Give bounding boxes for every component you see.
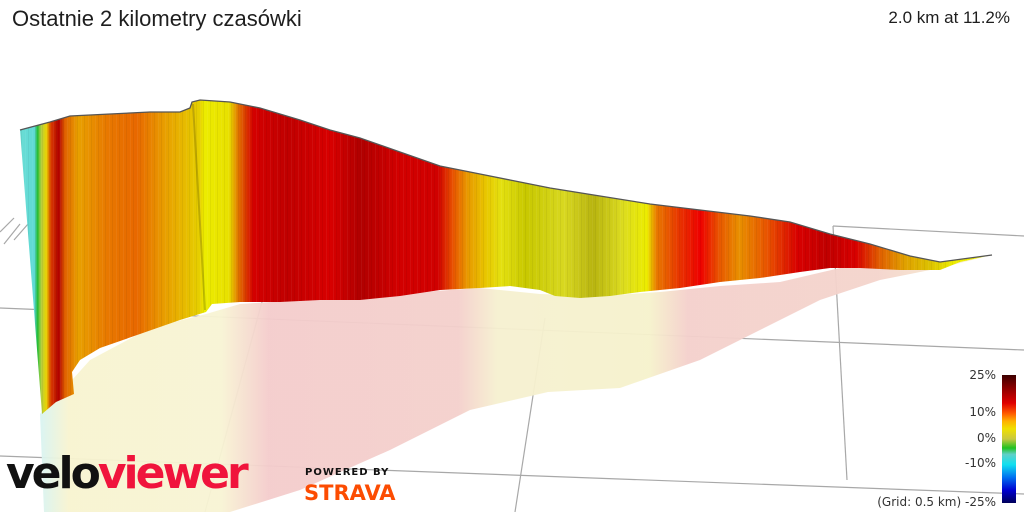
legend-label-25: 25% [969,368,996,382]
legend-label-minus10: -10% [964,456,996,470]
profile-top-outline [19,99,993,263]
powered-by-label: POWERED BY [305,467,390,478]
veloviewer-logo[interactable]: veloviewer [6,452,249,496]
wall-stripes [20,100,992,414]
distance-gradient-summary: 2.0 km at 11.2% [888,8,1010,27]
profile-shadow [40,255,992,512]
page-title: Ostatnie 2 kilometry czasówki [12,6,302,31]
logo-velo: velo [6,448,101,499]
strava-logo[interactable]: STRAVA [304,481,396,505]
legend-label-10: 10% [969,405,996,419]
legend-label-0: 0% [976,431,996,445]
wall-fold-edge [192,103,206,311]
gradient-color-bar [1002,375,1016,503]
logo-viewer: viewer [97,448,249,499]
gradient-legend: 25% 10% 0% -10% (Grid: 0.5 km) -25% [877,368,1024,512]
legend-label-minus25-grid: (Grid: 0.5 km) -25% [877,495,996,509]
